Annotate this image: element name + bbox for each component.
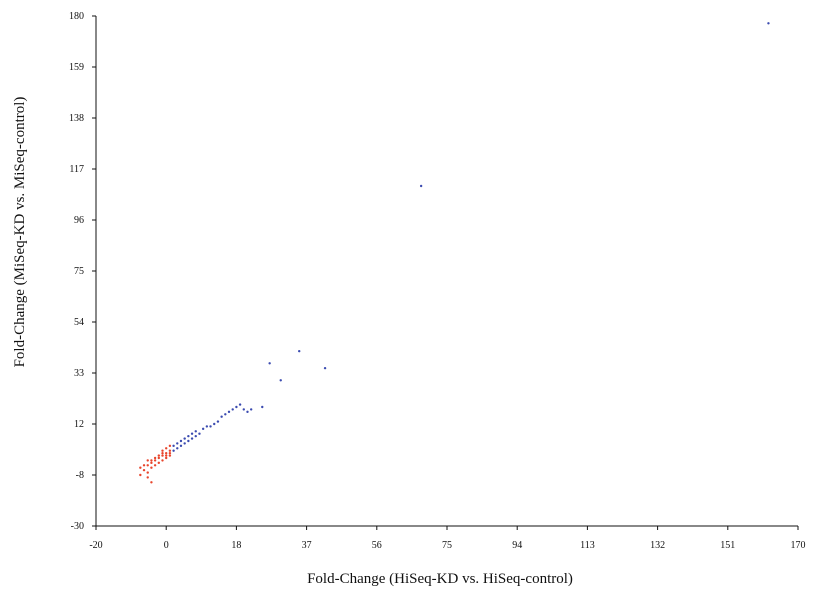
data-point xyxy=(157,456,161,460)
y-tick-label: 12 xyxy=(74,419,84,430)
data-point xyxy=(220,415,223,418)
y-tick-label: -8 xyxy=(76,470,84,481)
data-point xyxy=(224,413,227,416)
data-point xyxy=(146,459,149,462)
data-point xyxy=(150,481,153,484)
y-tick-label: 96 xyxy=(74,215,84,226)
data-point xyxy=(235,405,238,409)
data-point xyxy=(176,447,179,450)
x-axis-ticks: -20 0 18 37 56 75 94 113 132 151 170 xyxy=(89,526,806,551)
y-tick-label: 117 xyxy=(69,164,84,175)
data-point xyxy=(157,454,161,457)
x-tick-label: 170 xyxy=(791,540,806,551)
data-point xyxy=(139,466,142,469)
data-point xyxy=(146,476,149,479)
y-tick-label: 75 xyxy=(74,266,84,277)
data-point xyxy=(242,408,245,411)
data-point xyxy=(165,447,168,450)
data-point xyxy=(268,362,271,365)
data-point xyxy=(153,456,157,460)
data-point xyxy=(168,444,172,448)
data-point xyxy=(153,459,157,462)
data-point xyxy=(227,410,231,414)
data-point xyxy=(146,464,149,467)
y-tick-label: 33 xyxy=(74,368,84,379)
data-point xyxy=(194,434,197,438)
x-tick-label: 113 xyxy=(580,540,595,551)
data-point xyxy=(187,439,190,443)
data-point xyxy=(150,459,153,462)
y-tick-label: 54 xyxy=(74,317,84,328)
data-point xyxy=(419,184,423,188)
data-point xyxy=(767,22,770,25)
x-tick-label: 0 xyxy=(164,540,169,551)
data-point xyxy=(161,459,164,462)
x-tick-label: 75 xyxy=(442,540,452,551)
y-tick-label: 180 xyxy=(69,11,84,22)
data-point xyxy=(246,410,249,414)
x-tick-label: 132 xyxy=(650,540,665,551)
data-point xyxy=(205,425,209,428)
data-point xyxy=(261,405,264,409)
data-point xyxy=(161,449,164,452)
data-point xyxy=(165,456,168,460)
data-point xyxy=(176,442,179,445)
x-tick-label: -20 xyxy=(89,540,102,551)
data-point xyxy=(165,451,168,455)
data-point xyxy=(150,466,153,469)
x-tick-label: 18 xyxy=(231,540,241,551)
data-point xyxy=(168,449,172,452)
data-point xyxy=(213,422,216,426)
data-point xyxy=(179,444,183,448)
data-point xyxy=(168,451,172,455)
x-axis-label: Fold-Change (HiSeq-KD vs. HiSeq-control) xyxy=(307,571,573,587)
data-point xyxy=(216,420,220,423)
x-tick-label: 94 xyxy=(512,540,522,551)
data-point xyxy=(183,442,186,445)
y-tick-label: -30 xyxy=(71,521,84,532)
y-axis-ticks: -30 -8 12 33 54 75 96 117 138 159 180 xyxy=(69,11,96,532)
data-point xyxy=(279,379,282,382)
data-point xyxy=(161,451,164,455)
data-point xyxy=(142,464,146,467)
data-point xyxy=(150,461,153,465)
data-point xyxy=(168,454,172,457)
data-point xyxy=(161,454,164,457)
data-point xyxy=(172,449,175,452)
data-point xyxy=(153,464,157,467)
data-point xyxy=(139,473,142,477)
data-point xyxy=(323,366,327,370)
x-tick-label: 151 xyxy=(720,540,735,551)
y-axis-label: Fold-Change (MiSeq-KD vs. MiSeq-control) xyxy=(12,97,28,368)
data-point xyxy=(142,468,146,472)
data-point xyxy=(198,432,201,435)
data-point xyxy=(190,432,194,435)
data-point xyxy=(190,437,194,440)
data-points xyxy=(139,22,770,484)
axes xyxy=(95,16,798,527)
y-tick-label: 138 xyxy=(69,113,84,124)
data-point xyxy=(165,454,168,457)
data-point xyxy=(209,425,212,428)
data-point xyxy=(172,444,175,448)
data-point xyxy=(146,471,149,474)
data-point xyxy=(157,461,161,465)
data-point xyxy=(179,439,183,443)
y-tick-label: 159 xyxy=(69,62,84,73)
data-point xyxy=(298,349,301,353)
data-point xyxy=(183,437,186,440)
data-point xyxy=(231,408,234,411)
data-point xyxy=(238,403,242,406)
data-point xyxy=(249,408,253,411)
data-point xyxy=(194,430,197,433)
data-point xyxy=(187,434,190,438)
data-point xyxy=(201,427,205,431)
x-tick-label: 37 xyxy=(302,540,312,551)
x-tick-label: 56 xyxy=(372,540,382,551)
